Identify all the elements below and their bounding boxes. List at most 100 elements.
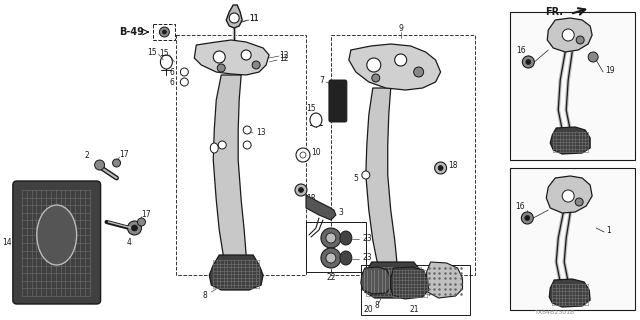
Polygon shape — [363, 262, 426, 298]
Ellipse shape — [526, 60, 531, 65]
Ellipse shape — [395, 54, 406, 66]
Text: 15: 15 — [306, 103, 316, 113]
Ellipse shape — [163, 30, 166, 34]
Ellipse shape — [435, 162, 447, 174]
Ellipse shape — [159, 27, 170, 37]
Text: 12: 12 — [279, 53, 289, 62]
Ellipse shape — [562, 29, 574, 41]
Ellipse shape — [138, 218, 145, 226]
Text: 9: 9 — [398, 23, 403, 33]
Polygon shape — [547, 18, 592, 52]
Polygon shape — [391, 267, 429, 299]
Ellipse shape — [213, 51, 225, 63]
Polygon shape — [549, 279, 590, 307]
Text: 16: 16 — [516, 202, 525, 211]
Ellipse shape — [229, 13, 239, 23]
Ellipse shape — [217, 64, 225, 72]
Text: 23: 23 — [363, 234, 372, 243]
Text: 14: 14 — [2, 237, 12, 246]
Ellipse shape — [211, 143, 218, 153]
Ellipse shape — [340, 231, 352, 245]
Text: 12: 12 — [279, 51, 289, 60]
Polygon shape — [361, 267, 391, 294]
Bar — [510, 168, 635, 310]
Text: 4: 4 — [127, 237, 132, 246]
Text: 17: 17 — [141, 210, 151, 219]
Ellipse shape — [522, 56, 534, 68]
Ellipse shape — [326, 253, 336, 263]
Text: 11: 11 — [249, 13, 259, 22]
Polygon shape — [547, 176, 592, 213]
Ellipse shape — [241, 50, 251, 60]
Text: 23: 23 — [363, 253, 372, 262]
Bar — [361, 265, 470, 315]
Polygon shape — [550, 127, 590, 154]
Text: 3: 3 — [339, 207, 344, 217]
Text: 8: 8 — [203, 291, 207, 300]
Polygon shape — [226, 5, 242, 28]
Polygon shape — [213, 75, 246, 270]
Text: FR.: FR. — [545, 7, 563, 17]
Ellipse shape — [113, 159, 120, 167]
Polygon shape — [366, 88, 397, 278]
Text: B-49: B-49 — [120, 27, 145, 37]
Ellipse shape — [326, 233, 336, 243]
Ellipse shape — [131, 225, 138, 231]
Polygon shape — [209, 255, 263, 290]
Ellipse shape — [588, 52, 598, 62]
Text: 8: 8 — [374, 300, 379, 309]
Text: 17: 17 — [120, 149, 129, 158]
Ellipse shape — [295, 184, 307, 196]
Ellipse shape — [367, 58, 381, 72]
Text: 6: 6 — [170, 68, 174, 76]
Text: 10: 10 — [311, 148, 321, 156]
Polygon shape — [306, 195, 336, 220]
Text: TX84B2301B: TX84B2301B — [535, 309, 575, 315]
Ellipse shape — [180, 68, 188, 76]
Text: 22: 22 — [326, 274, 335, 283]
Ellipse shape — [161, 55, 172, 69]
Ellipse shape — [36, 205, 77, 265]
Text: 18: 18 — [449, 161, 458, 170]
Text: 20: 20 — [364, 306, 374, 315]
Ellipse shape — [298, 188, 303, 193]
Ellipse shape — [522, 212, 533, 224]
Ellipse shape — [127, 221, 141, 235]
Text: 19: 19 — [605, 66, 615, 75]
Text: 13: 13 — [256, 127, 266, 137]
Ellipse shape — [180, 78, 188, 86]
Text: 5: 5 — [353, 173, 358, 182]
Ellipse shape — [243, 126, 251, 134]
Ellipse shape — [413, 67, 424, 77]
Ellipse shape — [576, 36, 584, 44]
Text: 16: 16 — [516, 45, 526, 54]
Bar — [154, 24, 175, 40]
Text: 21: 21 — [410, 306, 419, 315]
Ellipse shape — [362, 171, 370, 179]
Ellipse shape — [372, 74, 380, 82]
Ellipse shape — [562, 190, 574, 202]
Ellipse shape — [218, 141, 226, 149]
Bar — [510, 12, 635, 160]
Text: 11: 11 — [249, 13, 259, 22]
Ellipse shape — [252, 61, 260, 69]
Text: 15: 15 — [159, 49, 168, 58]
Text: 5: 5 — [209, 143, 214, 153]
Ellipse shape — [575, 198, 583, 206]
Ellipse shape — [243, 141, 251, 149]
Ellipse shape — [321, 228, 341, 248]
Text: 1: 1 — [606, 226, 611, 235]
Polygon shape — [426, 262, 463, 298]
Text: 2: 2 — [85, 150, 90, 159]
Polygon shape — [195, 40, 269, 75]
Bar — [177, 35, 306, 275]
FancyBboxPatch shape — [13, 181, 100, 304]
Ellipse shape — [296, 148, 310, 162]
Ellipse shape — [300, 152, 306, 158]
Text: 15: 15 — [147, 47, 156, 57]
Text: 6: 6 — [170, 77, 174, 86]
Ellipse shape — [321, 248, 341, 268]
Text: 7: 7 — [319, 76, 324, 84]
Ellipse shape — [340, 251, 352, 265]
Ellipse shape — [438, 165, 443, 171]
